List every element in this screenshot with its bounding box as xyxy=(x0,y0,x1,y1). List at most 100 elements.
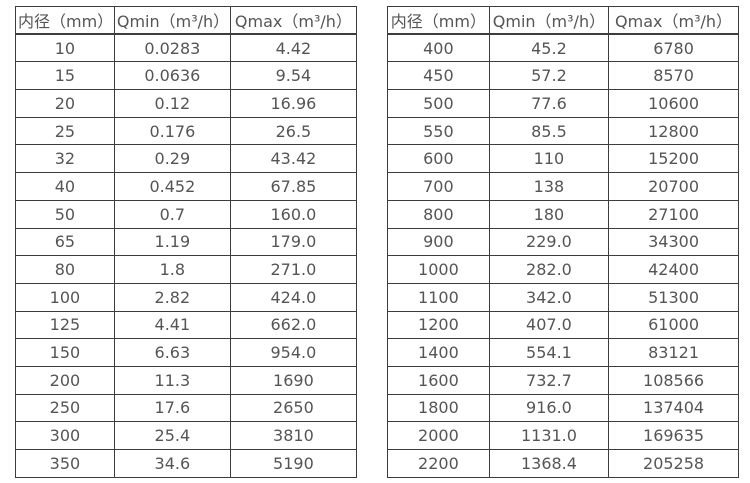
table-row: 1400 554.1 83121 xyxy=(387,338,739,367)
table-cell: 1400 xyxy=(387,338,490,367)
table-cell: 108566 xyxy=(608,365,739,395)
table-cell: 110 xyxy=(488,144,610,174)
table-cell: 83121 xyxy=(608,338,739,367)
table-cell: 8570 xyxy=(608,61,739,91)
table-cell: 25.4 xyxy=(113,421,231,450)
table-cell: 100 xyxy=(15,282,115,312)
table-cell: 0.176 xyxy=(113,116,231,146)
table-cell: 1131.0 xyxy=(488,421,610,450)
table-cell: 600 xyxy=(387,144,490,174)
table-row: 150 6.63 954.0 xyxy=(15,338,358,367)
table-cell: 0.12 xyxy=(113,89,231,118)
table-cell: 180 xyxy=(488,199,610,229)
table-cell: 6.63 xyxy=(113,338,231,367)
table-row: 1800 916.0 137404 xyxy=(387,393,739,423)
table-row: 40 0.452 67.85 xyxy=(15,172,358,201)
table-cell: 80 xyxy=(15,255,115,284)
table-cell: 11.3 xyxy=(113,365,231,395)
table-cell: 1.19 xyxy=(113,227,231,257)
table-cell: 42400 xyxy=(608,255,739,284)
table-cell: 15200 xyxy=(608,144,739,174)
column-header-qmax: Qmax（m³/h） xyxy=(229,6,358,36)
table-cell: 61000 xyxy=(608,310,739,340)
table-cell: 400 xyxy=(387,33,490,63)
table-cell: 554.1 xyxy=(488,338,610,367)
table-cell: 662.0 xyxy=(229,310,358,340)
table-cell: 205258 xyxy=(608,449,739,478)
table-cell: 85.5 xyxy=(488,116,610,146)
table-header: 内径（mm） Qmin（m³/h） Qmax（m³/h） xyxy=(387,6,739,36)
table-cell: 500 xyxy=(387,89,490,118)
table-cell: 32 xyxy=(15,144,115,174)
table-row: 20 0.12 16.96 xyxy=(15,89,358,118)
table-cell: 26.5 xyxy=(229,116,358,146)
table-row: 25 0.176 26.5 xyxy=(15,116,358,146)
table-cell: 15 xyxy=(15,61,115,91)
table-cell: 9.54 xyxy=(229,61,358,91)
table-row: 1000 282.0 42400 xyxy=(387,255,739,284)
table-row: 32 0.29 43.42 xyxy=(15,144,358,174)
table-cell: 2650 xyxy=(229,393,358,423)
table-cell: 16.96 xyxy=(229,89,358,118)
flow-table-small-diameters: 内径（mm） Qmin（m³/h） Qmax（m³/h） 10 0.0283 4.4… xyxy=(15,6,358,478)
table-row: 65 1.19 179.0 xyxy=(15,227,358,257)
table-cell: 4.42 xyxy=(229,33,358,63)
table-row: 1600 732.7 108566 xyxy=(387,365,739,395)
table-cell: 450 xyxy=(387,61,490,91)
table-cell: 1100 xyxy=(387,282,490,312)
table-cell: 138 xyxy=(488,172,610,201)
table-row: 2200 1368.4 205258 xyxy=(387,449,739,478)
table-row: 15 0.0636 9.54 xyxy=(15,61,358,91)
table-header: 内径（mm） Qmin（m³/h） Qmax（m³/h） xyxy=(15,6,358,36)
table-row: 300 25.4 3810 xyxy=(15,421,358,450)
table-cell: 20700 xyxy=(608,172,739,201)
table-cell: 250 xyxy=(15,393,115,423)
table-cell: 150 xyxy=(15,338,115,367)
table-cell: 3810 xyxy=(229,421,358,450)
table-cell: 342.0 xyxy=(488,282,610,312)
column-header-diameter: 内径（mm） xyxy=(387,6,490,36)
table-cell: 282.0 xyxy=(488,255,610,284)
table-row: 50 0.7 160.0 xyxy=(15,199,358,229)
table-cell: 0.0283 xyxy=(113,33,231,63)
table-cell: 160.0 xyxy=(229,199,358,229)
table-cell: 1600 xyxy=(387,365,490,395)
table-cell: 0.0636 xyxy=(113,61,231,91)
table-cell: 40 xyxy=(15,172,115,201)
table-cell: 45.2 xyxy=(488,33,610,63)
table-cell: 12800 xyxy=(608,116,739,146)
table-cell: 10600 xyxy=(608,89,739,118)
table-cell: 900 xyxy=(387,227,490,257)
table-row: 1100 342.0 51300 xyxy=(387,282,739,312)
table-row: 500 77.6 10600 xyxy=(387,89,739,118)
table-cell: 0.452 xyxy=(113,172,231,201)
column-header-qmax: Qmax（m³/h） xyxy=(608,6,739,36)
table-cell: 20 xyxy=(15,89,115,118)
table-cell: 25 xyxy=(15,116,115,146)
table-body: 10 0.0283 4.42 15 0.0636 9.54 20 0.12 16.96 25 0.1… xyxy=(15,33,358,478)
table-cell: 137404 xyxy=(608,393,739,423)
table-cell: 954.0 xyxy=(229,338,358,367)
table-cell: 43.42 xyxy=(229,144,358,174)
table-cell: 34.6 xyxy=(113,449,231,478)
flow-table-large-diameters: 内径（mm） Qmin（m³/h） Qmax（m³/h） 400 45.2 6780… xyxy=(387,6,739,478)
table-row: 250 17.6 2650 xyxy=(15,393,358,423)
table-cell: 6780 xyxy=(608,33,739,63)
table-row: 1200 407.0 61000 xyxy=(387,310,739,340)
table-row: 400 45.2 6780 xyxy=(387,33,739,63)
table-cell: 2200 xyxy=(387,449,490,478)
column-header-qmin: Qmin（m³/h） xyxy=(488,6,610,36)
table-cell: 179.0 xyxy=(229,227,358,257)
table-row: 2000 1131.0 169635 xyxy=(387,421,739,450)
table-cell: 27100 xyxy=(608,199,739,229)
table-cell: 17.6 xyxy=(113,393,231,423)
table-cell: 2000 xyxy=(387,421,490,450)
table-row: 125 4.41 662.0 xyxy=(15,310,358,340)
table-cell: 2.82 xyxy=(113,282,231,312)
table-cell: 1.8 xyxy=(113,255,231,284)
table-cell: 1000 xyxy=(387,255,490,284)
table-cell: 350 xyxy=(15,449,115,478)
table-cell: 67.85 xyxy=(229,172,358,201)
table-row: 80 1.8 271.0 xyxy=(15,255,358,284)
